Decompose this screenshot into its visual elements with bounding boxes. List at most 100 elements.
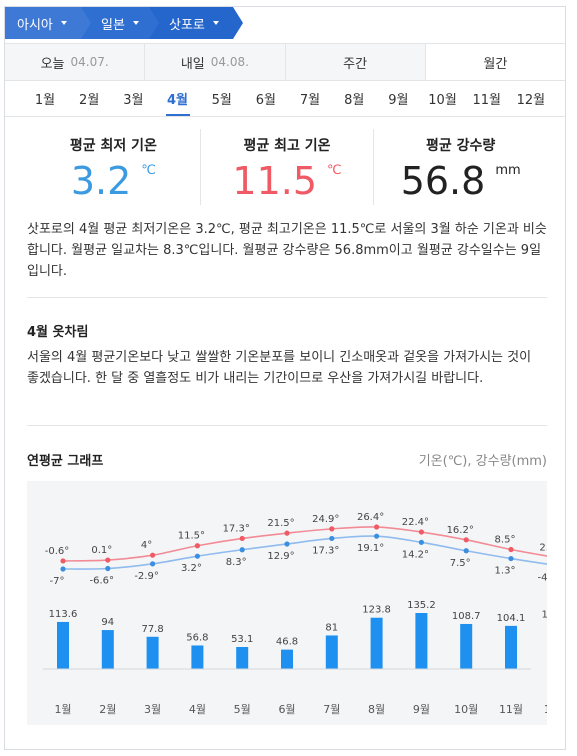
annual-chart-svg: -0.6° 0.1° 4° 11.5° 17.3° 21.5° 24.9° 26.4° 22.4… (43, 512, 547, 716)
min-temp-label: 1.3° (495, 566, 516, 577)
tab-month[interactable]: 9월 (388, 93, 409, 108)
rainfall-bar (415, 613, 428, 669)
max-temp-point (463, 537, 469, 543)
rainfall-bar (325, 635, 338, 669)
x-tick-label: 1월 (54, 703, 71, 716)
min-temp-label: 14.2° (402, 549, 429, 560)
min-temp-point (105, 565, 111, 572)
breadcrumb-city-label: 삿포로 (169, 17, 205, 33)
tab-month[interactable]: 6월 (255, 93, 276, 108)
min-temp-point (418, 539, 424, 545)
min-temp-label: 17.3° (312, 545, 339, 556)
min-temp-point (508, 555, 514, 562)
rainfall-label: 104.1 (497, 613, 526, 624)
tab-monthly-label: 월간 (483, 56, 508, 72)
max-temp-label: 2.1° (539, 543, 547, 554)
min-temp-label: 3.2° (181, 563, 202, 574)
x-tick-label: 12월 (544, 703, 547, 716)
graph-title: 연평균 그래프 (27, 454, 104, 469)
stat-avg-max-temp-unit: ℃ (327, 163, 342, 178)
min-temp-point (329, 535, 335, 542)
min-temp-label: 8.3° (226, 557, 247, 568)
stat-avg-rainfall: 평균 강수량 56.8 mm (374, 129, 547, 205)
min-temp-point (284, 541, 290, 547)
monthly-summary: 삿포로의 4월 평균 최저기온은 3.2℃, 평균 최고기온은 11.5℃로 서… (27, 222, 547, 279)
min-temp-label: -2.9° (134, 571, 159, 582)
max-temp-point (508, 546, 514, 553)
stat-avg-rainfall-value: 56.8 (400, 159, 486, 203)
x-tick-label: 5월 (234, 703, 251, 716)
x-tick-label: 4월 (189, 703, 206, 716)
tab-month[interactable]: 11월 (472, 93, 501, 108)
tab-month[interactable]: 1월 (34, 93, 56, 108)
min-temp-point (463, 548, 469, 554)
max-temp-label: 17.3° (223, 523, 250, 534)
max-temp-point (374, 524, 380, 530)
tab-today-label: 오늘 (40, 56, 65, 72)
rainfall-label: 77.8 (141, 624, 163, 635)
x-tick-label: 6월 (278, 703, 295, 716)
breadcrumb-country[interactable]: 일본 (81, 7, 159, 39)
max-temp-point (329, 526, 335, 532)
rainfall-bar (281, 649, 293, 669)
month-tabs: 1월 2월 3월 4월 5월 6월 7월 8월 9월 10월 11월 12월 (23, 85, 553, 117)
breadcrumb: 아시아 일본 삿포로 (5, 7, 243, 39)
max-temp-point (284, 530, 290, 536)
rainfall-label: 46.8 (276, 637, 298, 648)
rainfall-label: 53.1 (231, 634, 253, 645)
chevron-down-icon (60, 21, 67, 25)
rainfall-label: 123.8 (362, 605, 391, 616)
tab-month[interactable]: 8월 (344, 93, 365, 108)
tab-tomorrow-label: 내일 (180, 56, 205, 72)
stat-avg-rainfall-label: 평균 강수량 (426, 138, 496, 154)
outfit-text: 서울의 4월 평균기온보다 낮고 쌀쌀한 기온분포를 보이니 긴소매옷과 겉옷을… (27, 350, 532, 386)
breadcrumb-country-label: 일본 (101, 17, 125, 33)
tab-today[interactable]: 오늘 04.07. (5, 44, 146, 80)
divider (27, 297, 547, 298)
breadcrumb-continent[interactable]: 아시아 (5, 7, 91, 39)
breadcrumb-city[interactable]: 삿포로 (149, 7, 243, 39)
rainfall-bar (57, 621, 69, 669)
max-temp-label: -0.6° (45, 546, 70, 557)
min-temp-point (374, 533, 380, 539)
tab-today-date: 04.07. (70, 55, 109, 69)
rainfall-bar (460, 623, 473, 669)
chevron-down-icon (212, 21, 219, 25)
min-temp-point (194, 553, 200, 559)
tab-month[interactable]: 5월 (211, 93, 232, 108)
outfit-title: 4월 옷차림 (27, 325, 89, 340)
max-temp-label: 11.5° (178, 531, 205, 542)
max-temp-label: 8.5° (495, 535, 516, 546)
tab-month[interactable]: 2월 (79, 93, 100, 108)
graph-legend: 기온(℃), 강수량(mm) (418, 454, 547, 469)
max-temp-point (418, 529, 424, 535)
x-tick-label: 2월 (99, 703, 116, 716)
max-temp-label: 22.4° (402, 517, 429, 528)
tab-monthly[interactable]: 월간 (425, 44, 565, 80)
max-temp-label: 24.9° (312, 514, 339, 525)
x-tick-label: 10월 (454, 703, 478, 716)
max-temp-label: 4° (141, 540, 152, 551)
divider (5, 116, 565, 117)
rainfall-bar (236, 647, 249, 669)
tab-month[interactable]: 3월 (123, 93, 144, 108)
min-temp-label: 12.9° (267, 551, 294, 562)
tab-month[interactable]: 7월 (299, 93, 321, 108)
x-tick-label: 8월 (368, 703, 385, 716)
min-temp-line (62, 535, 547, 570)
tab-month[interactable]: 4월 (156, 85, 200, 117)
tab-tomorrow[interactable]: 내일 04.08. (145, 44, 286, 80)
stat-avg-max-temp-label: 평균 최고 기온 (243, 138, 331, 154)
tab-month[interactable]: 12월 (516, 93, 546, 108)
rainfall-label: 113.6 (49, 609, 78, 620)
stat-avg-rainfall-unit: mm (495, 163, 521, 178)
divider (27, 425, 547, 426)
min-temp-label: 7.5° (450, 558, 471, 569)
max-temp-label: 26.4° (357, 512, 384, 523)
rainfall-bar (146, 636, 159, 669)
stat-avg-min-temp-value: 3.2 (70, 159, 132, 203)
tab-month[interactable]: 10월 (428, 93, 457, 108)
max-temp-label: 16.2° (447, 525, 474, 536)
period-tabs: 오늘 04.07. 내일 04.08. 주간 월간 (5, 43, 565, 81)
tab-weekly[interactable]: 주간 (285, 44, 426, 80)
